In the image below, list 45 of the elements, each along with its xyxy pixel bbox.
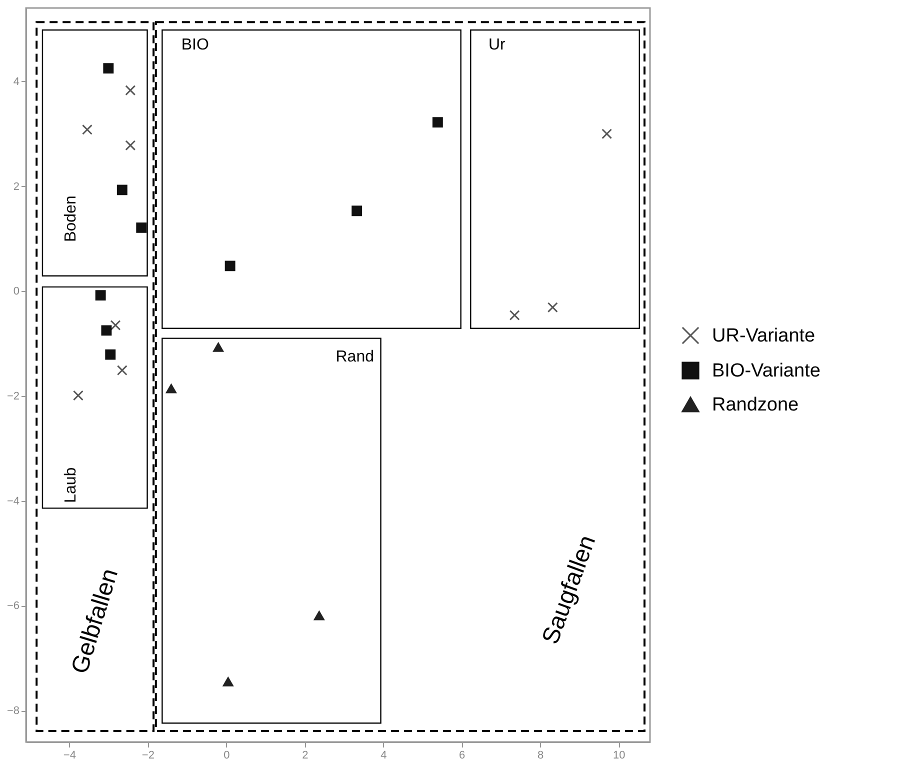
legend-label: BIO-Variante: [712, 360, 820, 382]
x-tick-label: −4: [63, 750, 76, 762]
point: [116, 365, 128, 376]
x-tick-label: 4: [380, 750, 387, 762]
point: [509, 310, 520, 320]
x-tick-label: 0: [224, 750, 230, 762]
point: [72, 390, 84, 401]
point: [602, 128, 612, 140]
y-tick-label: −6: [6, 600, 20, 612]
point: [82, 124, 92, 135]
point: [116, 184, 128, 196]
point: [105, 349, 116, 360]
y-tick-label: 2: [13, 180, 20, 193]
point: [95, 290, 106, 301]
point: [166, 384, 176, 394]
point: [314, 611, 324, 620]
x-tick-label: 6: [459, 750, 466, 762]
annotation: BIO: [181, 36, 209, 54]
point: [224, 260, 236, 272]
x-tick-label: 2: [302, 750, 308, 762]
point: [103, 63, 114, 74]
point: [110, 320, 121, 330]
annotation: Laub: [62, 467, 80, 503]
point: [136, 222, 147, 233]
x-tick-label: −2: [142, 750, 154, 762]
annotation: Rand: [336, 348, 374, 366]
point: [222, 677, 234, 686]
point: [101, 325, 112, 336]
annotation: Boden: [62, 196, 80, 242]
y-tick-label: −4: [6, 495, 20, 508]
y-tick-label: 4: [13, 76, 20, 88]
point: [125, 85, 136, 96]
point: [547, 302, 558, 313]
x-tick-label: 8: [538, 750, 544, 762]
point: [125, 140, 136, 151]
point: [213, 342, 224, 352]
point: [352, 206, 362, 216]
y-tick-label: 0: [13, 286, 20, 298]
y-tick-label: −2: [6, 390, 20, 402]
x-tick-label: 10: [612, 750, 626, 762]
point: [432, 117, 443, 128]
y-tick-label: −8: [6, 705, 20, 718]
legend-label: UR-Variante: [712, 326, 816, 346]
legend-label: Randzone: [712, 394, 799, 416]
annotation: Ur: [488, 36, 506, 54]
